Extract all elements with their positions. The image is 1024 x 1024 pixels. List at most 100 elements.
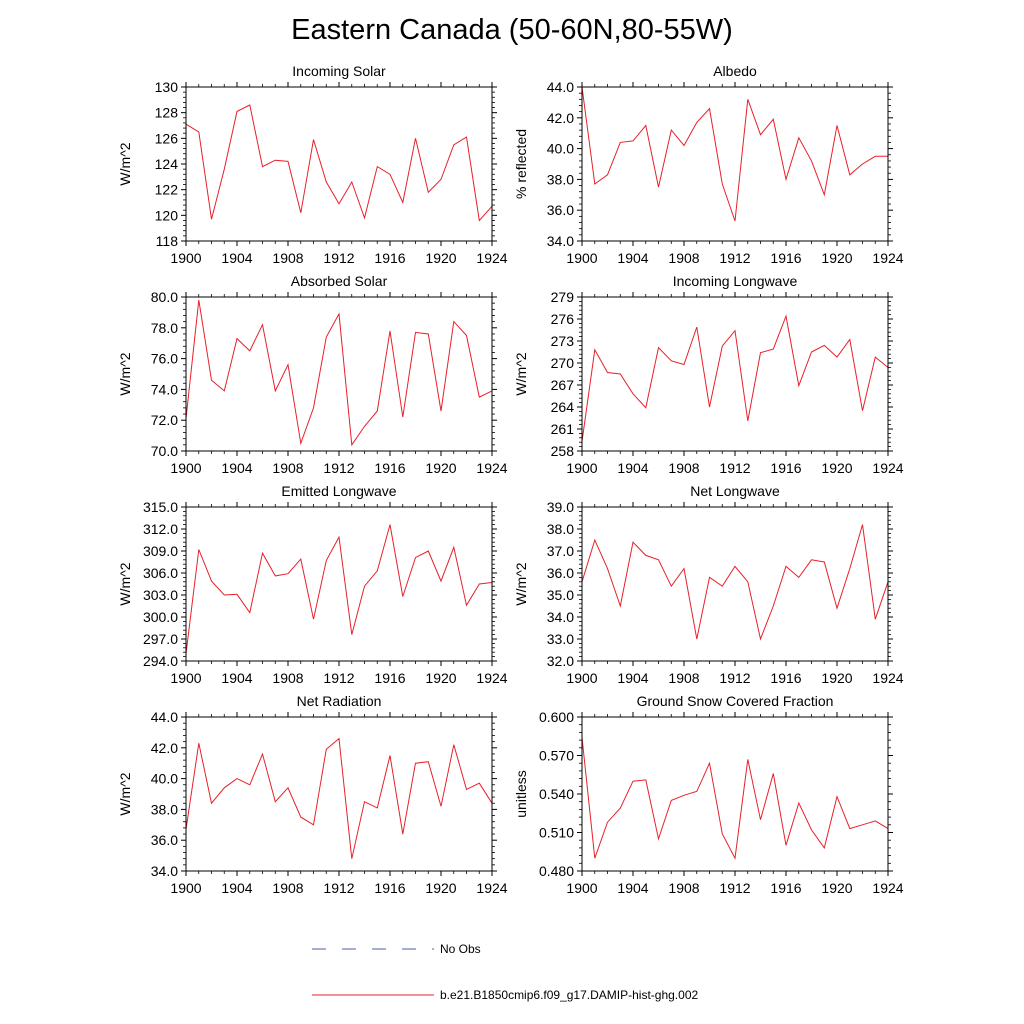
plot-frame <box>581 296 889 452</box>
y-tick-label: 72.0 <box>151 412 178 428</box>
y-tick-label: 270 <box>551 355 575 371</box>
chart-title: Incoming Longwave <box>673 273 798 289</box>
legend-label-model: b.e21.B1850cmip6.f09_g17.DAMIP-hist-ghg.… <box>440 988 698 1002</box>
x-tick-label: 1912 <box>719 880 750 896</box>
y-tick-label: 276 <box>551 311 575 327</box>
y-tick-label: 34.0 <box>151 863 178 879</box>
chart-panel-2: Albedo % reflected 34.0 36.0 38.0 40.0 42.0 44.… <box>513 63 904 266</box>
y-tick-label: 258 <box>551 443 575 459</box>
x-tick-label: 1912 <box>323 250 354 266</box>
y-tick-label: 42.0 <box>151 740 178 756</box>
series-line <box>581 314 889 442</box>
y-tick-label: 261 <box>551 421 575 437</box>
x-tick-label: 1904 <box>221 880 252 896</box>
plot-frame <box>185 296 493 452</box>
plot-frame <box>185 716 493 872</box>
x-tick-label: 1916 <box>374 250 405 266</box>
y-axis-label: W/m^2 <box>117 352 133 395</box>
x-tick-label: 1904 <box>617 880 648 896</box>
y-axis-label: W/m^2 <box>513 352 529 395</box>
legend: No Obs b.e21.B1850cmip6.f09_g17.DAMIP-hi… <box>312 942 698 1002</box>
y-tick-label: 42.0 <box>547 110 574 126</box>
y-tick-label: 74.0 <box>151 381 178 397</box>
chart-title: Ground Snow Covered Fraction <box>637 693 834 709</box>
x-tick-label: 1908 <box>272 880 303 896</box>
y-tick-label: 44.0 <box>547 79 574 95</box>
y-tick-label: 35.0 <box>547 587 574 603</box>
x-tick-label: 1900 <box>566 880 597 896</box>
x-tick-label: 1924 <box>476 880 507 896</box>
figure-title: Eastern Canada (50-60N,80-55W) <box>291 14 733 46</box>
y-tick-label: 76.0 <box>151 351 178 367</box>
plot-frame <box>581 86 889 242</box>
chart-title: Net Radiation <box>297 693 382 709</box>
x-tick-label: 1916 <box>374 460 405 476</box>
x-tick-label: 1920 <box>821 460 852 476</box>
y-tick-label: 34.0 <box>547 609 574 625</box>
chart-title: Emitted Longwave <box>281 483 396 499</box>
chart-title: Incoming Solar <box>292 63 386 79</box>
y-axis-label: W/m^2 <box>117 772 133 815</box>
series-line <box>185 300 493 447</box>
y-tick-label: 36.0 <box>151 832 178 848</box>
x-tick-label: 1904 <box>221 250 252 266</box>
chart-panel-3: Absorbed Solar W/m^2 70.0 72.0 74.0 76.0 78.0 8… <box>117 273 508 476</box>
y-axis-label: % reflected <box>513 129 529 199</box>
chart-panel-7: Net Radiation W/m^2 34.0 36.0 38.0 40.0 42.0 44… <box>117 693 508 896</box>
x-tick-label: 1904 <box>617 460 648 476</box>
y-tick-label: 126 <box>155 130 179 146</box>
x-tick-label: 1912 <box>719 670 750 686</box>
series-line <box>581 737 889 860</box>
x-tick-label: 1916 <box>374 670 405 686</box>
x-tick-label: 1912 <box>719 460 750 476</box>
series-line <box>185 524 493 654</box>
x-tick-label: 1916 <box>770 880 801 896</box>
series-line <box>581 524 889 641</box>
x-tick-label: 1916 <box>374 880 405 896</box>
series-line <box>185 104 493 222</box>
x-tick-label: 1908 <box>668 250 699 266</box>
y-tick-label: 300.0 <box>143 609 178 625</box>
plot-frame <box>581 506 889 662</box>
x-tick-label: 1904 <box>617 250 648 266</box>
y-tick-label: 36.0 <box>547 202 574 218</box>
x-tick-label: 1908 <box>668 670 699 686</box>
y-tick-label: 36.0 <box>547 565 574 581</box>
y-tick-label: 309.0 <box>143 543 178 559</box>
y-tick-label: 44.0 <box>151 709 178 725</box>
y-tick-label: 37.0 <box>547 543 574 559</box>
x-tick-label: 1924 <box>476 670 507 686</box>
y-tick-label: 273 <box>551 333 575 349</box>
x-tick-label: 1912 <box>719 250 750 266</box>
y-tick-label: 118 <box>156 233 179 249</box>
x-tick-label: 1920 <box>425 670 456 686</box>
y-tick-label: 0.570 <box>539 748 574 764</box>
y-tick-label: 297.0 <box>143 631 178 647</box>
y-tick-label: 0.540 <box>539 786 574 802</box>
y-tick-label: 34.0 <box>547 233 574 249</box>
series-line <box>581 86 888 222</box>
y-tick-label: 80.0 <box>151 289 178 305</box>
x-tick-label: 1912 <box>323 460 354 476</box>
chart-panel-6: Net Longwave W/m^2 32.0 33.0 34.0 35.0 36.0 37.… <box>513 483 904 686</box>
y-tick-label: 120 <box>155 207 179 223</box>
x-tick-label: 1916 <box>770 460 801 476</box>
chart-panel-4: Incoming Longwave W/m^2 258 261 264 267 270 273… <box>513 273 904 476</box>
y-tick-label: 70.0 <box>151 443 178 459</box>
y-tick-label: 38.0 <box>547 171 574 187</box>
x-tick-label: 1924 <box>872 880 903 896</box>
x-tick-label: 1900 <box>566 670 597 686</box>
x-tick-label: 1924 <box>476 460 507 476</box>
chart-panel-1: Incoming Solar W/m^2 118 120 122 124 126 128 130… <box>117 63 508 266</box>
x-tick-label: 1920 <box>821 670 852 686</box>
y-tick-label: 124 <box>155 156 179 172</box>
chart-title: Net Longwave <box>690 483 780 499</box>
x-tick-label: 1900 <box>566 460 597 476</box>
y-tick-label: 128 <box>155 105 179 121</box>
y-tick-label: 315.0 <box>143 499 178 515</box>
x-tick-label: 1900 <box>170 460 201 476</box>
y-tick-label: 78.0 <box>151 320 178 336</box>
x-tick-label: 1920 <box>425 880 456 896</box>
y-tick-label: 267 <box>551 377 575 393</box>
